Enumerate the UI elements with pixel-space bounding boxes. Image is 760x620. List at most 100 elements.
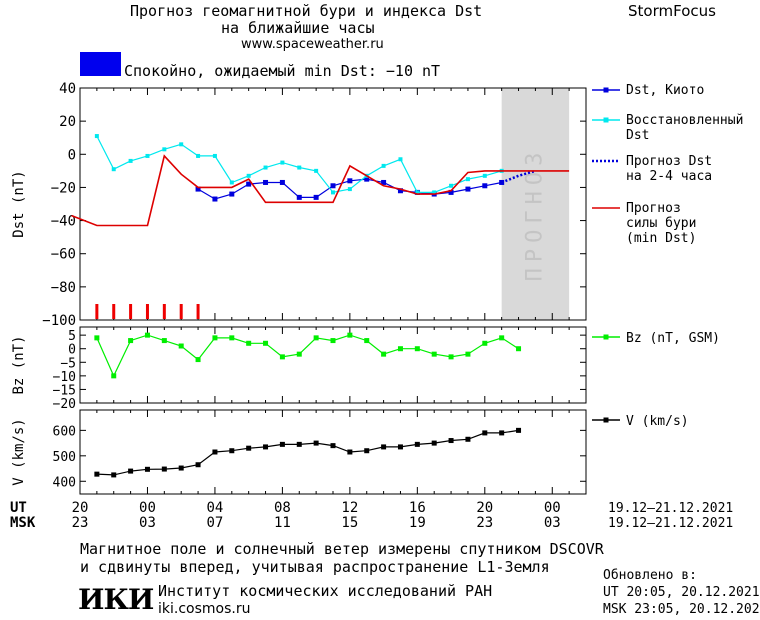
ut-tick-label: 12 [341, 500, 358, 516]
y-tick-label: −20 [53, 397, 76, 412]
data-point [246, 340, 252, 346]
footer-note-1: Магнитное поле и солнечный ветер измерен… [80, 540, 604, 558]
data-point [347, 178, 353, 184]
y-tick-label: −80 [51, 280, 76, 296]
iki-logo: ИКИ [78, 583, 154, 616]
site-url[interactable]: www.spaceweather.ru [241, 37, 384, 52]
data-point [212, 153, 217, 158]
y-tick-label: −10 [53, 370, 76, 385]
data-point [279, 354, 285, 360]
ut-range: 19.12–21.12.2021 [608, 501, 733, 516]
y-tick-label: −20 [51, 180, 76, 196]
status-text: Спокойно, ожидаемый min Dst: −10 nT [124, 62, 441, 80]
data-point [94, 471, 100, 477]
data-point [178, 343, 184, 349]
data-point [161, 466, 167, 472]
msk-range: 19.12–21.12.2021 [608, 516, 733, 531]
msk-tick-label: 03 [544, 515, 561, 531]
data-point [128, 468, 134, 474]
data-point [397, 444, 403, 450]
panel-frame [79, 409, 587, 495]
forecast-label: ПРОГНОЗ [522, 147, 547, 282]
legend-marker [603, 334, 609, 340]
data-point [398, 157, 403, 162]
data-point [313, 335, 319, 341]
legend-marker [603, 87, 609, 93]
data-point [465, 177, 470, 182]
data-point [296, 194, 302, 200]
msk-tick-label: 07 [207, 515, 224, 531]
data-point [414, 346, 420, 352]
msk-tick-label: 19 [409, 515, 426, 531]
msk-tick-label: 23 [72, 515, 89, 531]
series-line [71, 154, 570, 227]
msk-tick-label: 15 [341, 515, 358, 531]
data-point [144, 466, 150, 472]
data-point [364, 176, 370, 182]
data-point [499, 179, 505, 185]
data-point [313, 194, 319, 200]
data-point [465, 436, 471, 442]
data-point [212, 196, 218, 202]
data-point [195, 462, 201, 468]
data-point [94, 335, 100, 341]
legend-label: Прогноз Dst на 2-4 часа [626, 154, 712, 184]
data-point [330, 443, 336, 449]
ut-tick-label: 16 [409, 500, 426, 516]
data-point [229, 191, 235, 197]
data-point [280, 160, 285, 165]
forecast-region [501, 88, 570, 320]
legend-label: Прогноз силы бури (min Dst) [626, 201, 696, 246]
y-tick-label: −40 [51, 214, 76, 230]
series-line [96, 334, 519, 378]
data-point [448, 189, 454, 195]
data-point [397, 188, 403, 194]
legend-marker [603, 417, 609, 423]
data-point [229, 448, 235, 454]
data-point [330, 183, 336, 189]
data-point [229, 180, 234, 185]
legend-label: Bz (nT, GSM) [626, 331, 720, 346]
data-point [465, 351, 471, 357]
data-point [314, 168, 319, 173]
y-tick-label: 0 [68, 147, 76, 163]
data-point [448, 354, 454, 360]
data-point [128, 338, 134, 344]
data-point [347, 332, 353, 338]
data-point [263, 340, 269, 346]
data-point [449, 183, 454, 188]
ut-tick-label: 20 [72, 500, 89, 516]
data-point [297, 165, 302, 170]
data-point [516, 346, 522, 352]
data-point [499, 430, 505, 436]
data-point [111, 167, 116, 172]
institute-url[interactable]: iki.cosmos.ru [158, 601, 251, 617]
data-point [161, 338, 167, 344]
data-point [246, 181, 252, 187]
legend-label: Восстановленный Dst [626, 113, 743, 143]
y-tick-label: 400 [53, 475, 76, 490]
data-point [212, 449, 218, 455]
data-point [448, 438, 454, 444]
legend-label: Dst, Киото [626, 83, 704, 98]
series-line [96, 429, 519, 476]
data-point [178, 465, 184, 471]
legend-label: V (km/s) [626, 414, 689, 429]
data-point [331, 190, 335, 195]
msk-tick-label: 23 [476, 515, 493, 531]
msk-tick-label: 03 [139, 515, 156, 531]
data-point [397, 346, 403, 352]
data-point [482, 183, 488, 189]
data-point [195, 357, 201, 363]
data-point [263, 165, 268, 170]
msk-axis-label: MSK [10, 515, 36, 531]
data-point [499, 335, 505, 341]
updated-msk: MSK 23:05, 20.12.2021 [603, 602, 760, 617]
data-point [482, 173, 487, 178]
data-point [432, 190, 437, 195]
y-tick-label: 5 [68, 329, 76, 344]
data-point [246, 173, 251, 178]
y-tick-label: −15 [53, 383, 76, 398]
series-line [501, 169, 536, 184]
